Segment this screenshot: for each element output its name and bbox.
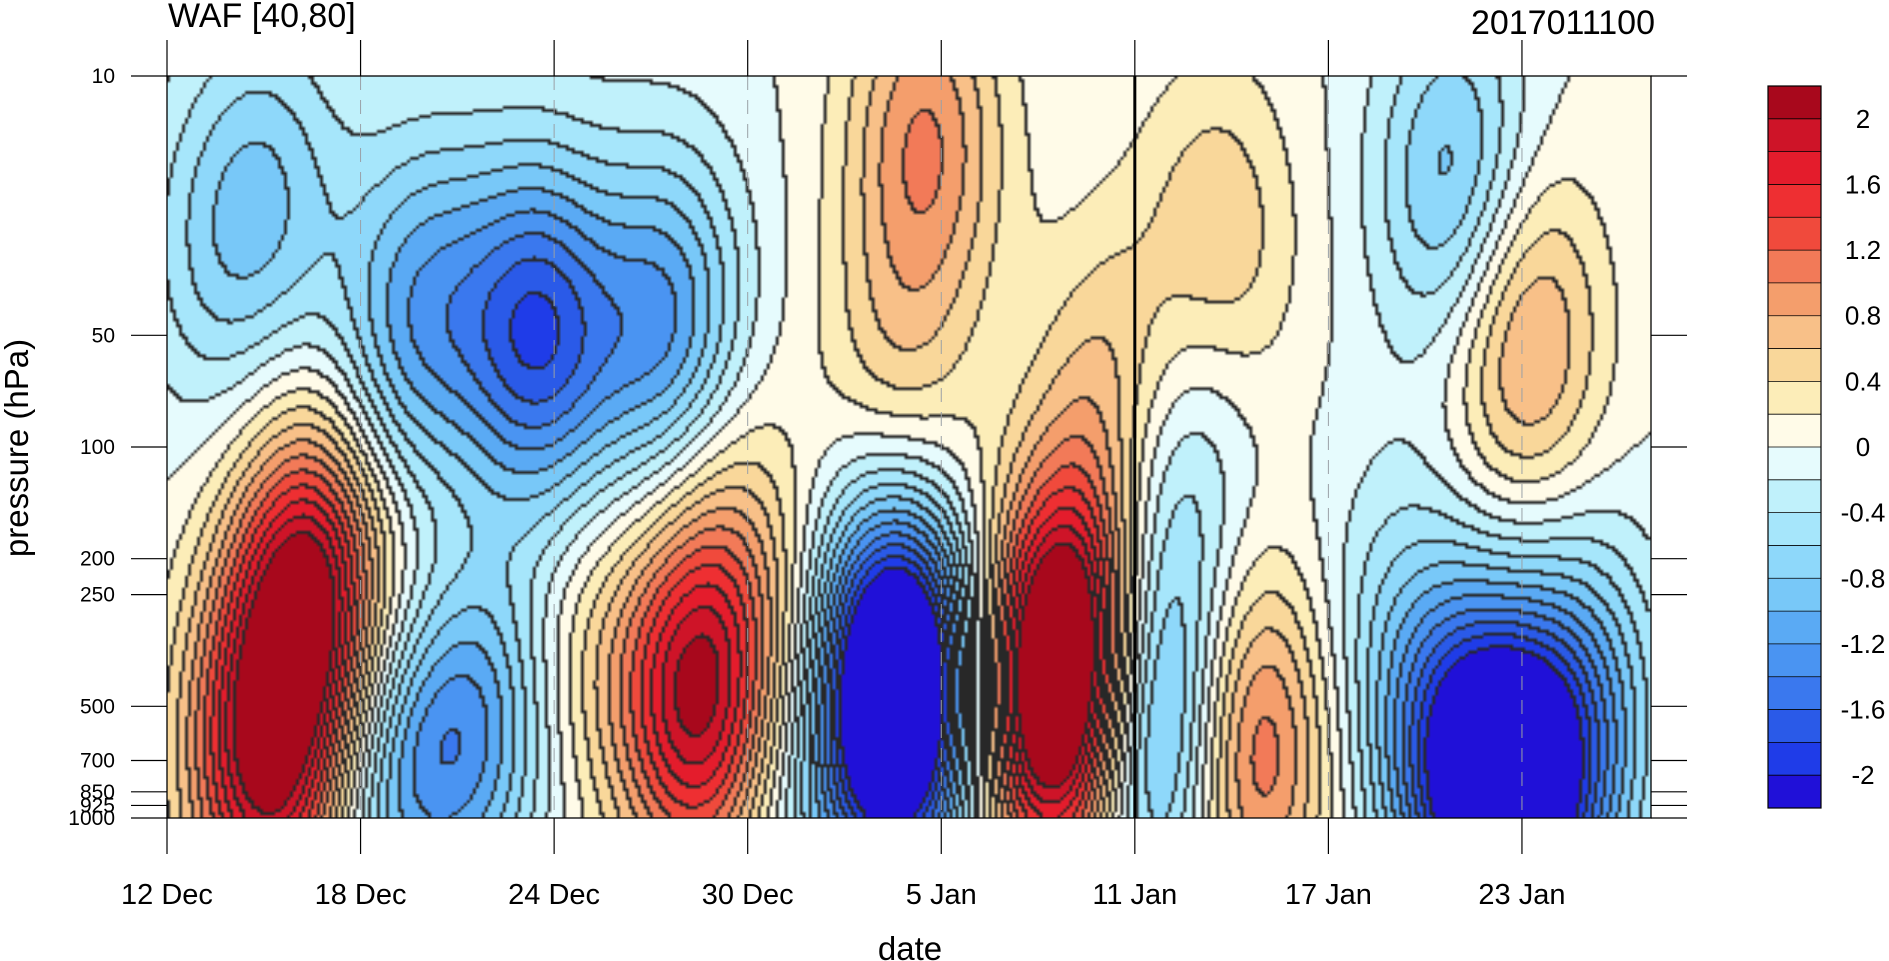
colorbar-swatch — [1768, 479, 1821, 514]
y-tick-label: 500 — [80, 695, 115, 718]
colorbar-label: 0.8 — [1845, 301, 1881, 331]
colorbar-swatch — [1768, 282, 1821, 317]
y-tick-label: 700 — [80, 750, 115, 773]
x-axis-label: date — [878, 930, 942, 961]
colorbar-label: 0.4 — [1845, 366, 1881, 396]
y-tick-label: 250 — [80, 584, 115, 607]
colorbar-swatch — [1768, 775, 1821, 809]
colorbar-swatch — [1768, 151, 1821, 185]
y-tick-label: 850 — [80, 781, 115, 804]
y-tick-label: 50 — [92, 324, 115, 347]
colorbar-label: -0.8 — [1841, 563, 1886, 593]
x-tick-label: 23 Jan — [1478, 879, 1565, 911]
colorbar-swatch — [1768, 676, 1821, 711]
colorbar-frame — [1767, 85, 1822, 809]
colorbar-swatch — [1768, 611, 1821, 645]
colorbar-swatch — [1768, 512, 1821, 546]
y-tick-label: 10 — [92, 65, 115, 88]
colorbar-label: -1.2 — [1841, 629, 1886, 659]
x-tick-label: 17 Jan — [1285, 879, 1372, 911]
y-tick-label: 100 — [80, 436, 115, 459]
x-axis: 12 Dec 18 Dec 24 Dec 30 Dec 5 Jan 11 Jan 17 Ja… — [121, 40, 1565, 911]
colorbar-label: -0.4 — [1841, 498, 1886, 528]
y-tick-label: 200 — [80, 548, 115, 571]
x-tick-label: 12 Dec — [121, 879, 213, 911]
colorbar-swatch — [1768, 643, 1821, 678]
colorbar-swatch — [1768, 118, 1821, 153]
colorbar-swatch — [1768, 578, 1821, 612]
chart-title: WAF [40,80] — [168, 0, 356, 35]
colorbar-swatch — [1768, 250, 1821, 284]
y-tick-label: 1000 — [68, 807, 115, 830]
colorbar-swatch — [1768, 217, 1821, 251]
colorbar-swatch — [1768, 709, 1821, 743]
colorbar-swatch — [1768, 315, 1821, 350]
colorbar-swatch — [1768, 447, 1821, 481]
colorbar-swatch — [1768, 86, 1821, 120]
colorbar-label: 0 — [1856, 432, 1870, 462]
colorbar-label: -1.6 — [1841, 695, 1886, 725]
x-tick-label: 30 Dec — [702, 879, 794, 911]
y-axis-label: pressure (hPa) — [0, 339, 35, 557]
heatmap-field — [167, 76, 1651, 818]
colorbar-swatch — [1768, 545, 1821, 579]
colorbar-swatch — [1768, 414, 1821, 448]
colorbar-label: -2 — [1851, 760, 1874, 790]
colorbar-swatch — [1768, 184, 1821, 218]
colorbar-label: 1.2 — [1845, 235, 1881, 265]
chart-subtitle: 2017011100 — [1471, 4, 1655, 42]
colorbar: 2 1.6 1.2 0.8 0.4 0 -0.4 -0.8 -1.2 -1.6 -2 — [1767, 85, 1886, 809]
colorbar-label: 1.6 — [1845, 169, 1881, 199]
y-tick-label: 925 — [80, 794, 115, 817]
colorbar-swatch — [1768, 381, 1821, 415]
colorbar-label: 2 — [1856, 104, 1870, 134]
x-tick-label: 24 Dec — [508, 879, 600, 911]
x-tick-label: 18 Dec — [315, 879, 407, 911]
colorbar-swatch — [1768, 742, 1821, 776]
x-tick-label: 5 Jan — [906, 879, 977, 911]
x-tick-label: 11 Jan — [1092, 879, 1177, 911]
colorbar-swatch — [1768, 348, 1821, 382]
